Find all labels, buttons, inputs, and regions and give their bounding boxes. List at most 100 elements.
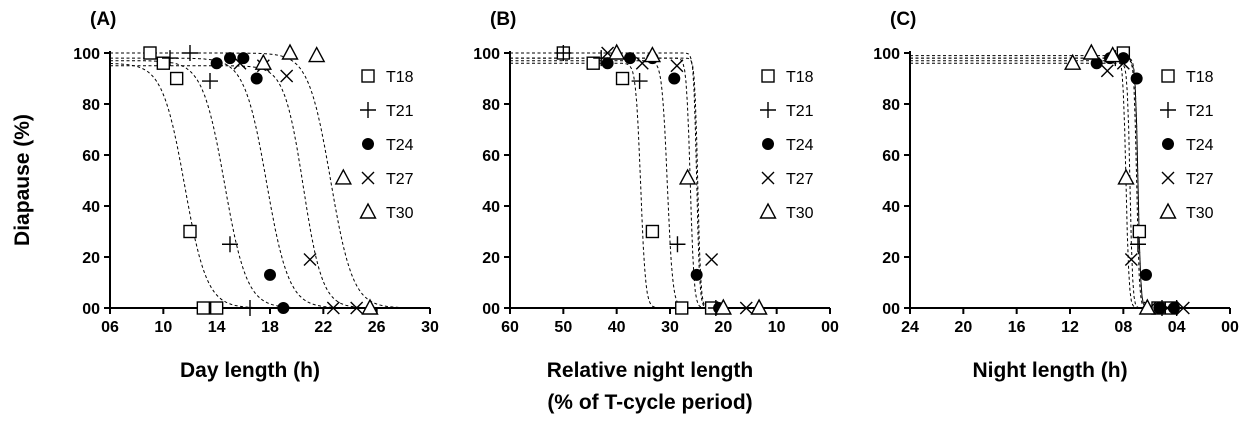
data-point xyxy=(670,59,684,73)
x-tick-label: 30 xyxy=(421,319,439,336)
data-point xyxy=(690,268,703,281)
series-T27 xyxy=(601,46,753,315)
legend-marker xyxy=(362,138,374,150)
data-point xyxy=(237,52,250,65)
data-point xyxy=(675,301,689,315)
series-T24 xyxy=(601,52,726,314)
legend-marker xyxy=(1162,138,1174,150)
data-point xyxy=(1100,64,1114,78)
legend-label: T24 xyxy=(786,137,814,154)
y-tick-label: 100 xyxy=(873,46,900,63)
legend-marker xyxy=(361,69,375,83)
data-point xyxy=(334,168,353,185)
data-point xyxy=(156,56,171,70)
x-tick-label: 24 xyxy=(901,319,919,336)
data-point xyxy=(586,56,600,70)
data-point xyxy=(281,43,299,60)
data-point xyxy=(264,268,276,281)
data-point xyxy=(222,236,238,253)
y-tick-label: 60 xyxy=(882,148,900,165)
data-point xyxy=(254,53,273,70)
data-point xyxy=(669,236,686,253)
x-tick-label: 30 xyxy=(661,319,679,336)
data-point xyxy=(601,57,614,70)
series-T30 xyxy=(607,43,768,315)
data-point xyxy=(307,46,326,63)
legend-marker xyxy=(759,202,777,219)
data-point xyxy=(1104,46,1122,63)
data-point xyxy=(615,71,630,86)
fit-curve-T18 xyxy=(910,60,1230,309)
y-tick-label: 100 xyxy=(73,46,100,63)
legend-label: T21 xyxy=(786,103,814,120)
fit-curves xyxy=(510,52,830,309)
chart-panel-2: (C) 00 20 40 60 80 100 24 20 16 12 08 04 00 Night leng… xyxy=(873,9,1239,382)
legend-label: T18 xyxy=(1186,69,1214,86)
series-T30 xyxy=(254,43,379,315)
data-point xyxy=(1153,302,1166,314)
data-point xyxy=(303,253,317,267)
x-tick-label: 14 xyxy=(208,319,226,336)
fit-curve-T27 xyxy=(110,65,430,309)
data-point xyxy=(1082,43,1100,60)
x-axis-label: Night length (h) xyxy=(972,359,1127,382)
data-point xyxy=(678,168,697,185)
data-point xyxy=(555,45,572,61)
legend-marker xyxy=(1160,102,1176,118)
series-T21 xyxy=(162,45,258,316)
data-point xyxy=(1124,253,1138,267)
data-point xyxy=(645,224,660,239)
fit-curves xyxy=(910,55,1230,309)
x-tick-label: 26 xyxy=(368,319,386,336)
fit-curve-T24 xyxy=(910,57,1230,309)
data-point xyxy=(326,301,340,315)
legend-marker xyxy=(1161,69,1175,83)
legend-label: T30 xyxy=(386,205,414,222)
series-T24 xyxy=(210,52,290,314)
fit-curve-T27 xyxy=(510,57,830,309)
x-tick-label: 08 xyxy=(1114,319,1132,336)
x-tick-label: 06 xyxy=(101,319,119,336)
fit-curve-T30 xyxy=(110,52,430,309)
data-point xyxy=(1064,53,1082,70)
legend-marker xyxy=(359,202,377,219)
legend-marker xyxy=(762,138,774,150)
x-tick-label: 60 xyxy=(501,319,519,336)
legend-marker xyxy=(761,69,775,83)
x-axis-label: Day length (h) xyxy=(180,359,320,382)
x-tick-label: 04 xyxy=(1168,319,1186,336)
data-point xyxy=(668,72,681,85)
fit-curve-T24 xyxy=(110,57,430,309)
data-point xyxy=(169,71,184,86)
panel-label: (B) xyxy=(490,9,516,30)
legend-marker xyxy=(1159,202,1177,219)
fit-curve-T30 xyxy=(910,55,1230,309)
data-point xyxy=(1117,168,1135,185)
legend-label: T24 xyxy=(1186,137,1214,154)
x-tick-label: 40 xyxy=(608,319,626,336)
series-T18 xyxy=(143,46,224,315)
y-tick-label: 40 xyxy=(482,199,500,216)
x-axis-label: (% of T-cycle period) xyxy=(547,391,752,414)
x-tick-label: 20 xyxy=(954,319,972,336)
data-point xyxy=(1130,72,1143,85)
fit-curve-T21 xyxy=(510,60,830,309)
data-point xyxy=(739,301,753,315)
y-tick-label: 60 xyxy=(482,148,500,165)
legend-marker xyxy=(760,102,776,118)
data-point xyxy=(162,50,178,67)
data-point xyxy=(1132,224,1147,239)
data-point xyxy=(250,72,263,85)
chart-panel-0: (A) 00 20 40 60 80 100 06 10 14 18 22 26 30 Day length… xyxy=(73,9,439,382)
y-tick-label: 60 xyxy=(82,148,100,165)
fit-curve-T24 xyxy=(510,57,830,309)
data-point xyxy=(1176,301,1190,315)
y-tick-label: 00 xyxy=(882,301,900,318)
legend-marker xyxy=(761,171,775,185)
y-axis-label: Diapause (%) xyxy=(11,114,34,246)
y-tick-label: 80 xyxy=(82,97,100,114)
data-point xyxy=(209,301,224,315)
y-tick-label: 100 xyxy=(473,46,500,63)
x-tick-label: 00 xyxy=(1221,319,1239,336)
